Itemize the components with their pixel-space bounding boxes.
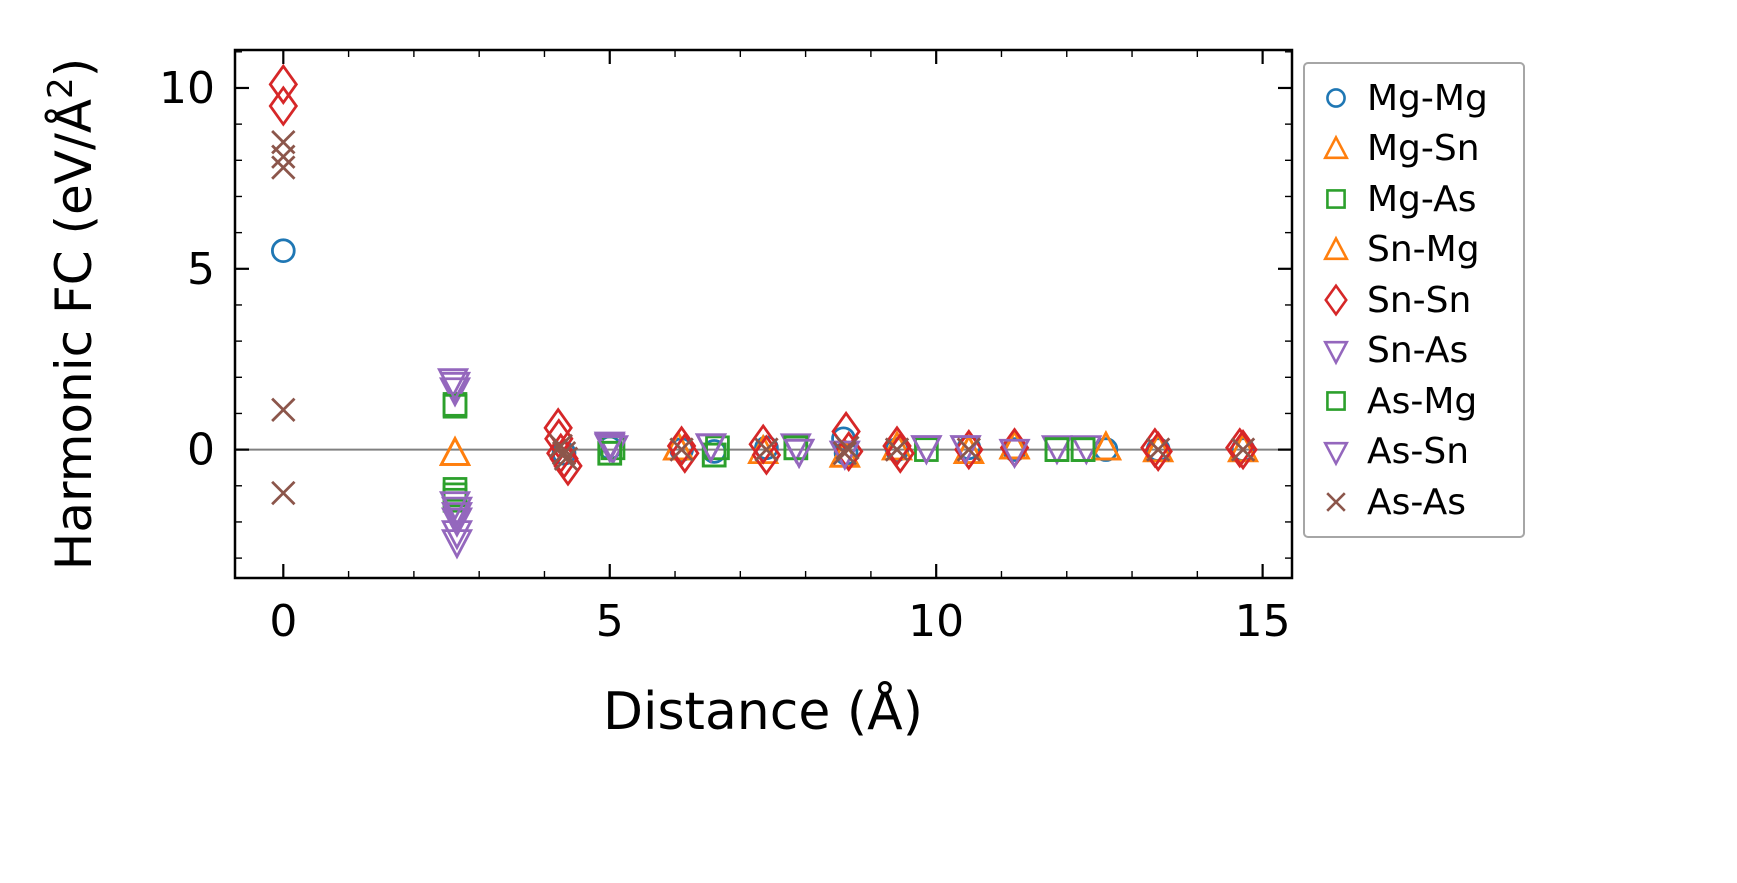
legend-item-label: Sn-Mg — [1367, 229, 1480, 270]
x-marker-icon — [1326, 492, 1346, 512]
series-As-Sn — [438, 371, 982, 533]
plot-frame — [233, 48, 1294, 580]
square-marker-icon — [1326, 189, 1346, 209]
triangle-down-marker-icon — [1323, 340, 1349, 365]
legend-item-label: As-Mg — [1367, 380, 1478, 422]
x-tick-label: 15 — [1235, 596, 1291, 647]
y-axis-label: Harmonic FC (eV/Å2) — [41, 58, 103, 570]
y-axis-label-prefix: Harmonic FC (eV/Å — [44, 98, 103, 571]
x-tick-label: 0 — [269, 596, 297, 647]
legend-item-label: Mg-Sn — [1367, 128, 1480, 169]
axis-ticks — [235, 50, 1292, 578]
legend-item: Sn-Mg — [1313, 229, 1515, 270]
series-As-As — [271, 130, 1256, 506]
legend-item: As-As — [1313, 482, 1515, 523]
circle-marker-icon — [1326, 88, 1346, 108]
y-tick-label: 0 — [187, 425, 215, 476]
triangle-up-marker-icon — [1323, 235, 1349, 260]
y-axis-label-suffix: ) — [44, 57, 103, 78]
x-tick-label: 5 — [596, 596, 624, 647]
legend-item: Mg-Sn — [1313, 128, 1515, 169]
series-Sn-Sn — [268, 63, 1258, 487]
triangle-up-marker-icon — [1323, 134, 1349, 159]
x-tick-label: 10 — [908, 596, 964, 647]
legend-item: Sn-As — [1313, 330, 1515, 371]
square-marker-icon — [1326, 391, 1346, 411]
legend: Mg-Mg Mg-Sn Mg-As Sn-Mg Sn-Sn Sn-As As-Mg As-Sn… — [1303, 62, 1525, 538]
y-tick-label: 5 — [187, 244, 215, 295]
y-tick-label: 10 — [159, 63, 215, 114]
series-Mg-Mg — [270, 238, 1256, 466]
legend-item: Mg-As — [1313, 179, 1515, 220]
diamond-marker-icon — [1324, 283, 1348, 317]
legend-item-label: As-Sn — [1367, 431, 1470, 472]
x-axis-label: Distance (Å) — [602, 682, 924, 742]
legend-item-label: Sn-Sn — [1367, 279, 1472, 321]
legend-item: As-Mg — [1313, 381, 1515, 422]
legend-item-label: Mg-As — [1367, 178, 1477, 220]
legend-item-label: As-As — [1367, 481, 1466, 523]
legend-item: Mg-Mg — [1313, 78, 1515, 119]
legend-item-label: Sn-As — [1367, 330, 1469, 371]
triangle-down-marker-icon — [1323, 441, 1349, 466]
y-axis-label-superscript: 2 — [41, 77, 82, 99]
legend-item-label: Mg-Mg — [1367, 77, 1488, 119]
legend-item: As-Sn — [1313, 431, 1515, 472]
legend-item: Sn-Sn — [1313, 280, 1515, 321]
tick-labels: 0 5 10 15 0 5 10 — [159, 63, 1291, 647]
